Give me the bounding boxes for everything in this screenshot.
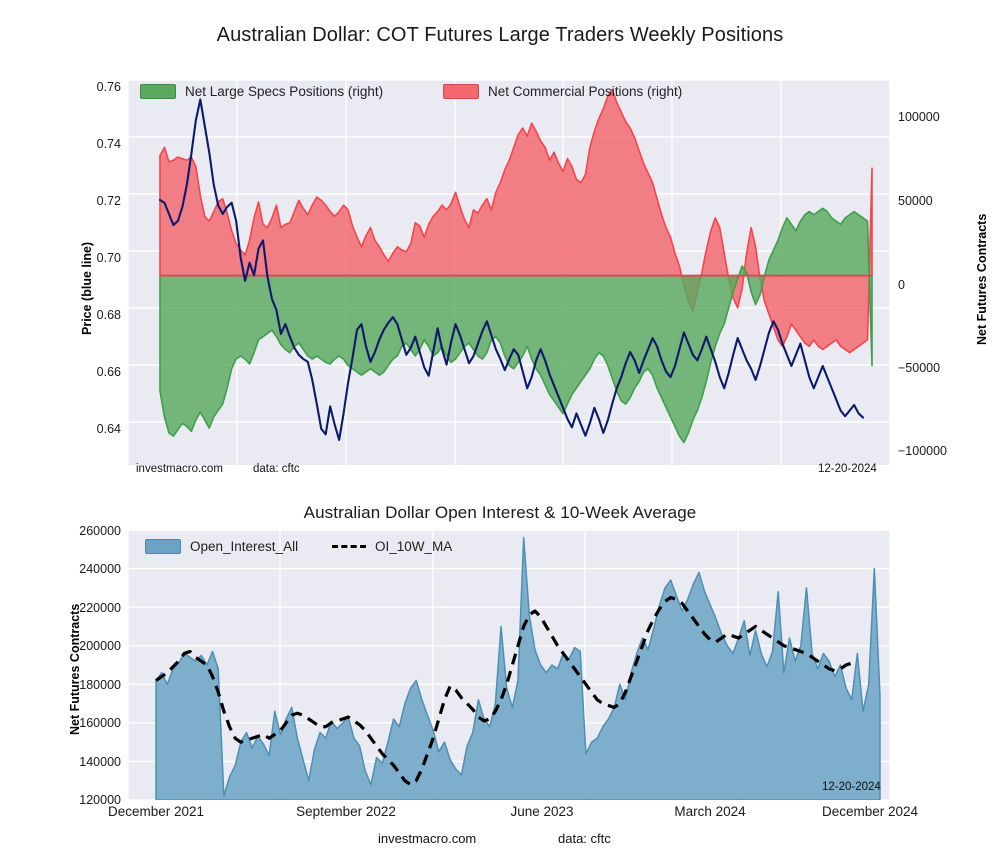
top-chart-last-date: 12-20-2024 (818, 463, 877, 475)
green-area-swatch (140, 84, 176, 99)
top-chart-legend-item-specs[interactable]: Net Large Specs Positions (right) (140, 84, 383, 99)
top-y-left-tick: 0.68 (96, 308, 121, 322)
bottom-chart-canvas (128, 530, 890, 800)
red-area-swatch (443, 84, 479, 99)
top-y-right-tick: 100000 (898, 110, 940, 124)
top-chart-title: Australian Dollar: COT Futures Large Tra… (216, 24, 784, 46)
bottom-x-tick: December 2024 (821, 804, 919, 819)
bottom-x-tick: September 2022 (296, 804, 396, 819)
top-y-left-tick: 0.74 (96, 137, 121, 151)
bottom-y-tick: 160000 (79, 716, 121, 730)
bottom-chart-legend-item-ma[interactable]: OI_10W_MA (332, 539, 452, 554)
bottom-y-tick: 120000 (79, 793, 121, 807)
bottom-x-tick: March 2024 (674, 804, 746, 819)
top-y-left-tick: 0.64 (96, 422, 121, 436)
top-y-left-tick: 0.76 (96, 80, 121, 94)
bottom-y-tick: 200000 (79, 639, 121, 653)
bottom-chart-title: Australian Dollar Open Interest & 10-Wee… (303, 503, 697, 522)
bottom-y-tick: 240000 (79, 562, 121, 576)
legend-label: Net Commercial Positions (right) (488, 84, 683, 99)
legend-label: Open_Interest_All (190, 539, 299, 554)
legend-label: OI_10W_MA (375, 539, 453, 554)
bottom-chart-data-note: data: cftc (558, 831, 611, 846)
top-y-left-tick: 0.70 (96, 251, 121, 265)
bottom-y-tick: 180000 (79, 678, 121, 692)
top-chart-source: investmacro.com (136, 463, 223, 475)
top-y-right-tick: −50000 (898, 361, 941, 375)
top-chart-y-right-axis-label: Net Futures Contracts (975, 213, 989, 345)
bottom-y-tick: 140000 (79, 755, 121, 769)
legend-label: Net Large Specs Positions (right) (185, 84, 384, 99)
bottom-chart-source: investmacro.com (378, 831, 477, 846)
top-chart-canvas (128, 80, 890, 465)
bottom-y-tick: 260000 (79, 524, 121, 538)
bottom-y-tick: 220000 (79, 601, 121, 615)
top-y-left-tick: 0.72 (96, 194, 121, 208)
bottom-x-tick: June 2023 (510, 804, 574, 819)
top-y-right-tick: 0 (898, 278, 905, 292)
top-y-right-tick: 50000 (898, 194, 933, 208)
blue-area-swatch (145, 539, 181, 554)
bottom-x-tick: December 2021 (107, 804, 205, 819)
top-y-right-tick: −100000 (898, 444, 948, 458)
top-chart-data-note: data: cftc (253, 463, 300, 475)
dashed-line-swatch (332, 545, 366, 548)
top-chart-legend-item-commercial[interactable]: Net Commercial Positions (right) (443, 84, 682, 99)
bottom-chart-last-date: 12-20-2024 (822, 781, 881, 793)
bottom-chart-legend-item-oi[interactable]: Open_Interest_All (145, 539, 298, 554)
top-y-left-tick: 0.66 (96, 365, 121, 379)
